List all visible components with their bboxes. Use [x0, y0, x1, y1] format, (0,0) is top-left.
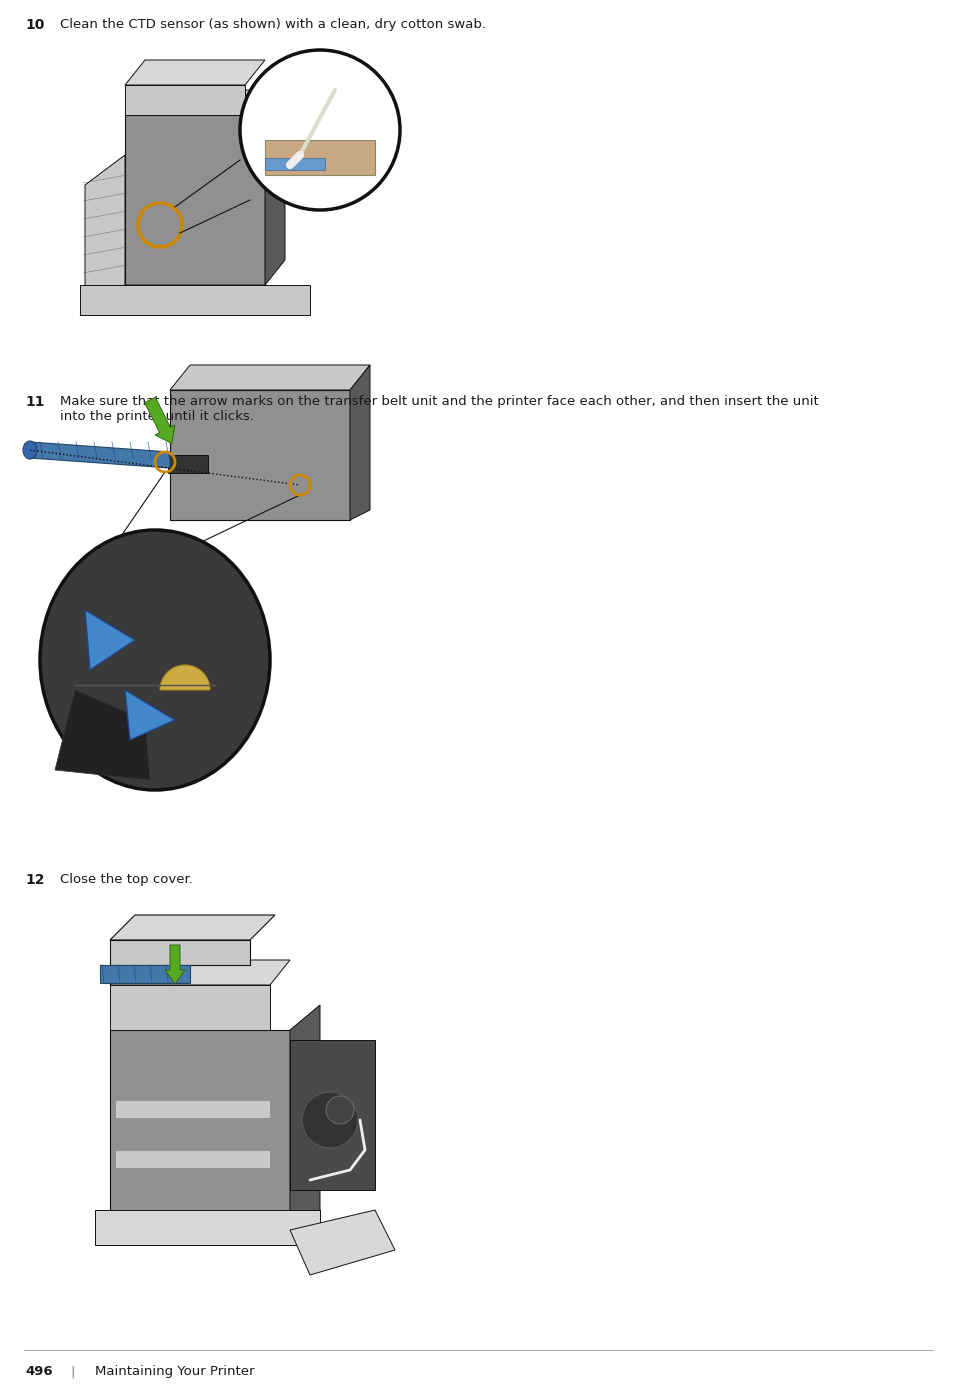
- FancyBboxPatch shape: [95, 1209, 320, 1244]
- FancyBboxPatch shape: [100, 965, 190, 983]
- Polygon shape: [125, 91, 285, 114]
- Text: Make sure that the arrow marks on the transfer belt unit and the printer face ea: Make sure that the arrow marks on the tr…: [60, 395, 819, 423]
- Polygon shape: [125, 60, 265, 85]
- FancyBboxPatch shape: [110, 940, 250, 965]
- Polygon shape: [85, 155, 125, 315]
- Text: |: |: [70, 1364, 75, 1378]
- Polygon shape: [110, 915, 275, 940]
- Text: 12: 12: [25, 873, 44, 887]
- Text: Close the top cover.: Close the top cover.: [60, 873, 193, 886]
- Polygon shape: [290, 1209, 395, 1275]
- FancyBboxPatch shape: [290, 1041, 375, 1190]
- Polygon shape: [170, 365, 370, 391]
- FancyBboxPatch shape: [168, 455, 208, 473]
- Polygon shape: [110, 960, 290, 985]
- FancyBboxPatch shape: [265, 158, 325, 170]
- Text: Maintaining Your Printer: Maintaining Your Printer: [95, 1364, 255, 1378]
- FancyBboxPatch shape: [110, 985, 270, 1030]
- Ellipse shape: [40, 530, 270, 790]
- Text: Clean the CTD sensor (as shown) with a clean, dry cotton swab.: Clean the CTD sensor (as shown) with a c…: [60, 18, 486, 31]
- Text: 10: 10: [25, 18, 44, 32]
- Text: 11: 11: [25, 395, 44, 409]
- Polygon shape: [85, 610, 135, 670]
- Text: 496: 496: [25, 1364, 53, 1378]
- Polygon shape: [265, 91, 285, 285]
- FancyBboxPatch shape: [80, 285, 310, 315]
- FancyBboxPatch shape: [115, 1149, 270, 1168]
- Polygon shape: [125, 691, 175, 739]
- FancyBboxPatch shape: [265, 140, 375, 174]
- Circle shape: [302, 1092, 358, 1148]
- FancyBboxPatch shape: [125, 85, 245, 114]
- FancyArrow shape: [145, 398, 175, 444]
- Polygon shape: [350, 365, 370, 520]
- Wedge shape: [160, 665, 210, 691]
- Polygon shape: [290, 1004, 320, 1230]
- Ellipse shape: [23, 441, 37, 459]
- FancyArrow shape: [165, 944, 185, 983]
- Polygon shape: [55, 691, 150, 780]
- FancyBboxPatch shape: [125, 114, 265, 285]
- Polygon shape: [80, 285, 310, 315]
- Polygon shape: [30, 442, 170, 467]
- FancyBboxPatch shape: [170, 391, 350, 520]
- FancyBboxPatch shape: [115, 1101, 270, 1117]
- FancyBboxPatch shape: [110, 1030, 290, 1230]
- Circle shape: [240, 50, 400, 211]
- Circle shape: [326, 1096, 354, 1124]
